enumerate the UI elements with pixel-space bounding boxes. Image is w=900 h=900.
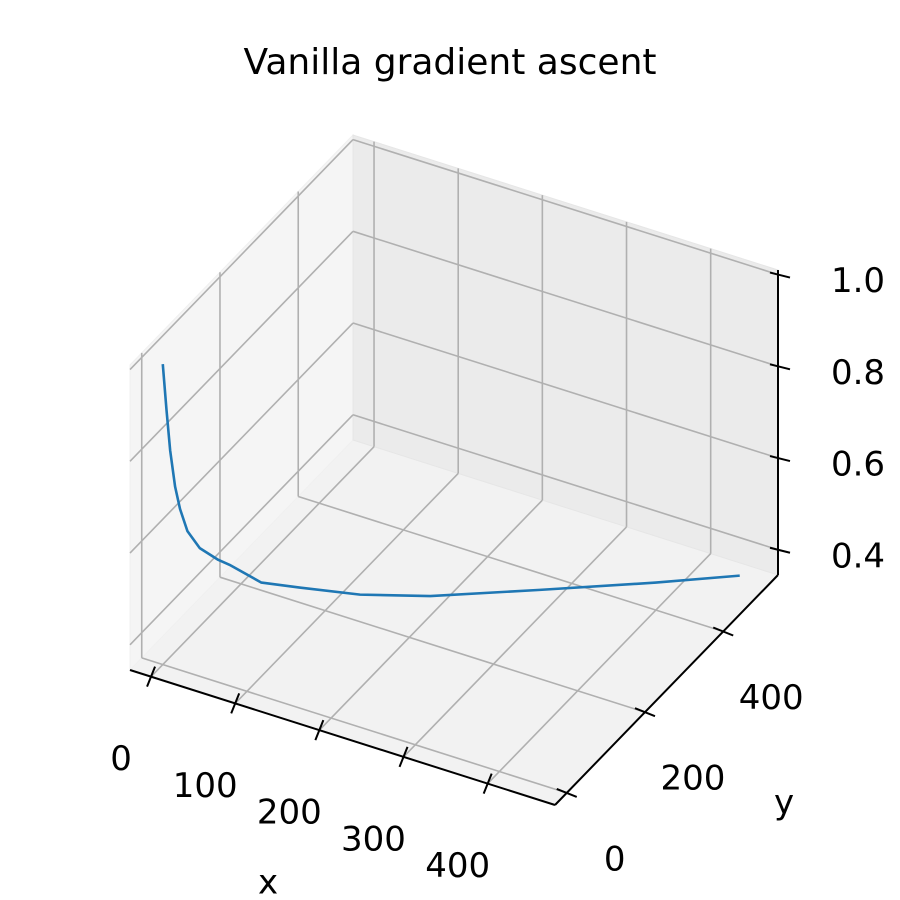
- grid-line: [129, 139, 354, 371]
- x-tick-label: 400: [425, 846, 490, 886]
- grid-line: [297, 495, 724, 633]
- x-tick-label: 0: [110, 739, 132, 779]
- y-tick-label: 400: [739, 678, 804, 718]
- x-axis-line: [129, 669, 556, 806]
- z-tick: [769, 271, 791, 279]
- axes: [129, 270, 791, 806]
- z-tick: [769, 363, 791, 371]
- x-axis-label: x: [258, 863, 278, 900]
- grid-line: [141, 657, 567, 794]
- data-line: [161, 364, 740, 598]
- grid-line: [352, 414, 779, 551]
- y-axis-label: y: [774, 783, 794, 823]
- z-tick-label: 0.4: [831, 536, 885, 576]
- x-tick-label: 200: [257, 793, 322, 833]
- x-tick-label: 100: [173, 766, 238, 806]
- chart-title: Vanilla gradient ascent: [244, 42, 657, 83]
- y-tick-label: 200: [661, 759, 726, 799]
- grid-line: [129, 414, 354, 646]
- z-tick-label: 1.0: [831, 261, 885, 301]
- grid-line: [352, 138, 779, 276]
- grid-line: [352, 230, 779, 368]
- grid: [129, 138, 779, 794]
- z-tick-label: 0.6: [831, 445, 885, 485]
- y-axis-line: [554, 574, 779, 806]
- grid-line: [318, 499, 543, 731]
- plot-area: [161, 364, 740, 598]
- grid-line: [487, 553, 712, 785]
- z-tick: [769, 546, 791, 554]
- x-tick-label: 300: [341, 819, 406, 859]
- grid-line: [234, 472, 459, 704]
- grid-line: [402, 526, 628, 758]
- grid-line: [219, 576, 646, 713]
- grid-line: [129, 322, 354, 554]
- z-tick-label: 0.8: [831, 353, 885, 393]
- y-tick-label: 0: [604, 839, 626, 879]
- z-tick: [769, 455, 791, 463]
- grid-line: [352, 322, 779, 459]
- grid-line: [150, 446, 375, 678]
